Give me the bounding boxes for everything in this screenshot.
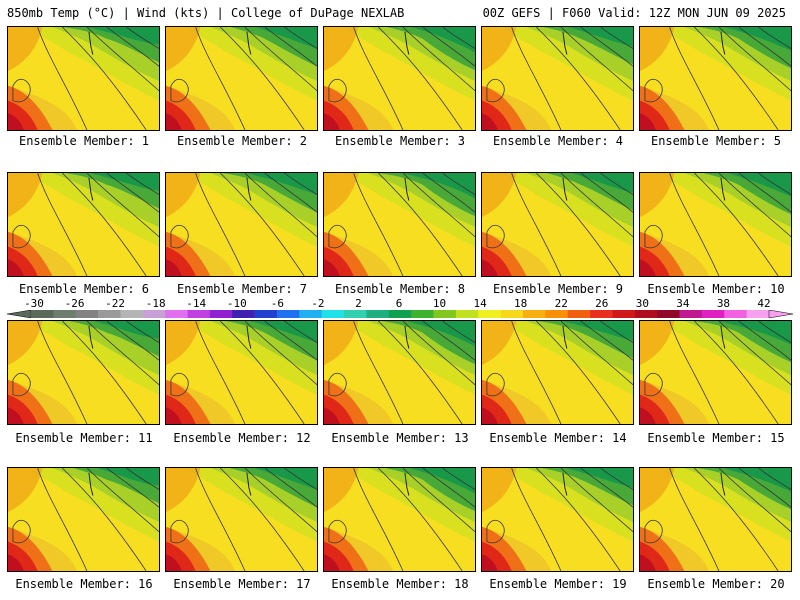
colorbar-swatch	[299, 310, 323, 318]
member-caption: Ensemble Member: 11	[15, 431, 153, 445]
colorbar-swatch	[344, 310, 367, 318]
member-caption: Ensemble Member: 15	[647, 431, 785, 445]
member-caption: Ensemble Member: 14	[489, 431, 627, 445]
colorbar-swatch	[388, 310, 412, 318]
run-valid-time: 00Z GEFS | F060 Valid: 12Z MON JUN 09 20…	[482, 6, 786, 20]
colorbar-swatch	[165, 310, 188, 318]
colorbar-tick-label: -18	[145, 297, 166, 310]
colorbar-tick-label: 26	[595, 297, 609, 310]
colorbar-max-arrow	[768, 310, 793, 318]
colorbar-swatch	[545, 310, 569, 318]
colorbar-swatch	[277, 310, 300, 318]
colorbar-tick-label: -30	[24, 297, 44, 310]
colorbar-swatch	[232, 310, 255, 318]
colorbar-swatch	[321, 310, 345, 318]
colorbar-tick-label: -22	[105, 297, 126, 310]
colorbar-swatch	[366, 310, 390, 318]
colorbar-swatch	[142, 310, 166, 318]
member-caption: Ensemble Member: 12	[173, 431, 311, 445]
colorbar-swatch	[31, 310, 54, 318]
colorbar-swatch	[523, 310, 546, 318]
ensemble-member-map	[165, 26, 318, 131]
ensemble-member-map	[639, 467, 792, 572]
colorbar-swatch	[433, 310, 457, 318]
member-caption: Ensemble Member: 9	[492, 282, 624, 296]
member-caption: Ensemble Member: 17	[173, 577, 311, 591]
member-caption: Ensemble Member: 20	[647, 577, 785, 591]
ensemble-member-map	[481, 320, 634, 425]
member-caption: Ensemble Member: 2	[176, 134, 308, 148]
colorbar-tick-label: 18	[514, 297, 528, 310]
colorbar-swatch	[455, 310, 479, 318]
ensemble-member-map	[323, 467, 476, 572]
colorbar-tick-label: 6	[395, 297, 403, 310]
colorbar-tick-label: 14	[473, 297, 487, 310]
colorbar-tick-label: -14	[186, 297, 207, 310]
colorbar-tick-label: -10	[226, 297, 247, 310]
ensemble-member-map	[481, 172, 634, 277]
ensemble-member-map	[323, 320, 476, 425]
colorbar-swatch	[478, 310, 501, 318]
member-caption: Ensemble Member: 16	[15, 577, 153, 591]
ensemble-member-map	[7, 320, 160, 425]
ensemble-member-map	[481, 467, 634, 572]
colorbar-swatch	[411, 310, 434, 318]
colorbar-swatch	[120, 310, 144, 318]
colorbar-tick-label: -6	[270, 297, 284, 310]
ensemble-member-map	[165, 172, 318, 277]
colorbar-swatch	[254, 310, 278, 318]
colorbar-tick-label: 22	[554, 297, 568, 310]
member-caption: Ensemble Member: 6	[18, 282, 150, 296]
ensemble-member-map	[323, 172, 476, 277]
colorbar-tick-label: 42	[757, 297, 771, 310]
ensemble-member-map	[7, 467, 160, 572]
colorbar-swatch	[98, 310, 121, 318]
temperature-colorbar	[7, 310, 793, 318]
ensemble-member-map	[7, 172, 160, 277]
ensemble-member-map	[165, 467, 318, 572]
member-caption: Ensemble Member: 1	[18, 134, 150, 148]
ensemble-member-map	[639, 26, 792, 131]
colorbar-tick-label: 30	[635, 297, 649, 310]
member-caption: Ensemble Member: 3	[334, 134, 466, 148]
colorbar-swatch	[500, 310, 524, 318]
ensemble-member-map	[639, 172, 792, 277]
colorbar-swatch	[634, 310, 658, 318]
colorbar-swatch	[701, 310, 725, 318]
member-caption: Ensemble Member: 10	[647, 282, 785, 296]
colorbar-swatch	[679, 310, 703, 318]
ensemble-member-map	[639, 320, 792, 425]
member-caption: Ensemble Member: 13	[331, 431, 469, 445]
colorbar-swatch	[209, 310, 233, 318]
map-title: 850mb Temp (°C) | Wind (kts) | College o…	[7, 6, 405, 20]
member-caption: Ensemble Member: 7	[176, 282, 308, 296]
colorbar-swatch	[53, 310, 77, 318]
colorbar-tick-label: -26	[64, 297, 85, 310]
member-caption: Ensemble Member: 5	[650, 134, 782, 148]
member-caption: Ensemble Member: 18	[331, 577, 469, 591]
colorbar-swatch	[612, 310, 636, 318]
colorbar-swatch	[724, 310, 747, 318]
colorbar-tick-label: 10	[432, 297, 447, 310]
colorbar-swatch	[75, 310, 99, 318]
ensemble-member-map	[481, 26, 634, 131]
colorbar-tick-label: 38	[716, 297, 731, 310]
ensemble-member-map	[165, 320, 318, 425]
member-caption: Ensemble Member: 19	[489, 577, 627, 591]
colorbar-tick-label: 34	[676, 297, 690, 310]
colorbar-swatch	[746, 310, 770, 318]
member-caption: Ensemble Member: 8	[334, 282, 466, 296]
colorbar-tick-label: 2	[355, 297, 362, 310]
ensemble-member-map	[7, 26, 160, 131]
colorbar-swatch	[567, 310, 591, 318]
colorbar-min-arrow	[7, 310, 32, 318]
colorbar-tick-label: -2	[311, 297, 325, 310]
ensemble-member-map	[323, 26, 476, 131]
colorbar-swatch	[590, 310, 613, 318]
member-caption: Ensemble Member: 4	[492, 134, 624, 148]
colorbar-swatch	[187, 310, 211, 318]
colorbar-swatch	[657, 310, 680, 318]
